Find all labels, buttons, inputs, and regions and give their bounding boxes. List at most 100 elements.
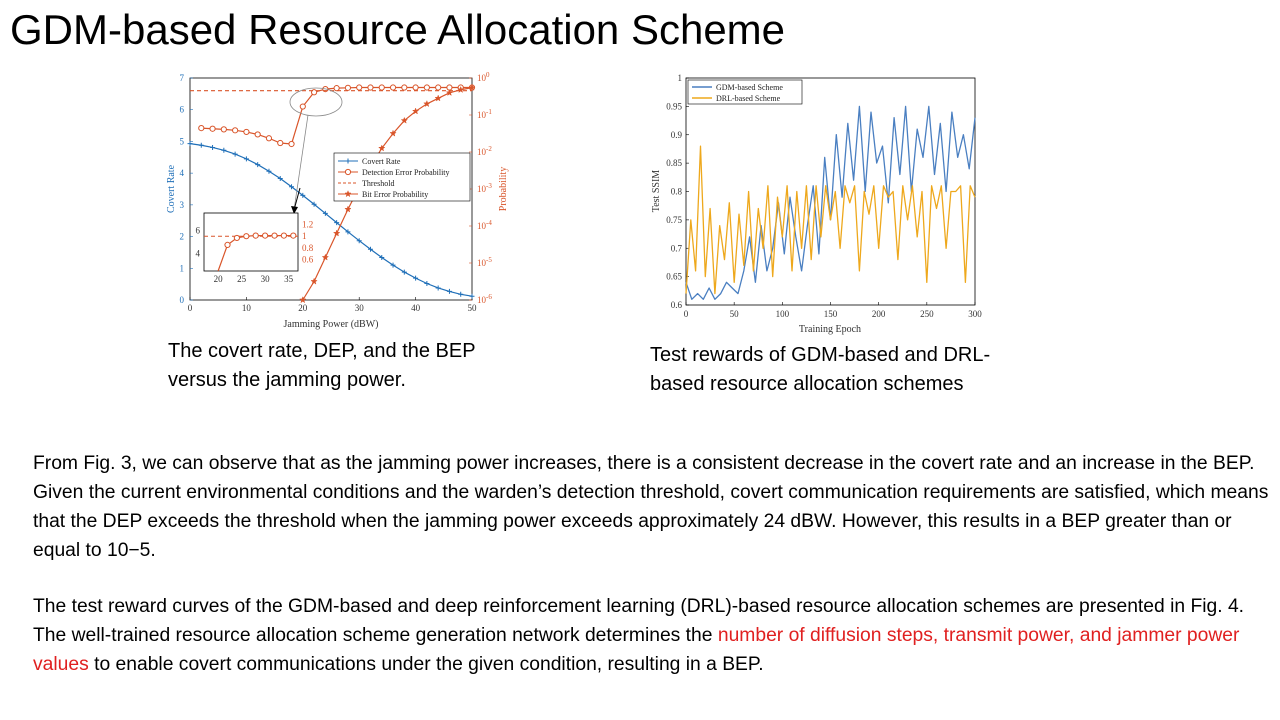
paragraph-fig4-text-start: The test reward curves of the GDM-based …: [33, 596, 1245, 646]
zoom-ellipse: [289, 87, 343, 117]
data-point: [412, 84, 419, 91]
data-point: [356, 238, 362, 244]
data-point: [321, 253, 330, 261]
data-point: [310, 277, 318, 285]
inset-data-point: [224, 241, 231, 248]
data-point: [468, 83, 476, 91]
data-point: [401, 84, 408, 91]
figure-caption-1: The covert rate, DEP, and the BEP versus…: [168, 340, 476, 391]
inset-x-tick-label: 25: [237, 274, 247, 284]
data-point: [389, 129, 397, 137]
data-point: [277, 139, 284, 147]
x-tick-label: 150: [824, 309, 838, 319]
inset-data-point: [262, 232, 269, 239]
legend-label-0: GDM-based Scheme: [716, 83, 783, 92]
x-tick-label: 100: [776, 309, 790, 319]
slide-title: GDM-based Resource Allocation Scheme: [10, 6, 786, 53]
data-point: [446, 288, 452, 294]
y-tick-label: 0.95: [666, 101, 682, 111]
y-left-tick-label: 3: [180, 200, 185, 210]
data-point: [232, 127, 239, 134]
data-point: [300, 192, 306, 198]
legend-marker-3: [344, 190, 352, 198]
y-axis-right-label: Probability: [498, 167, 509, 211]
zoom-pointer-line: [293, 114, 309, 211]
y-right-tick-label: 10-4: [477, 219, 492, 231]
data-point: [367, 246, 373, 252]
zoom-arrow: [293, 187, 301, 211]
x-tick-label: 300: [968, 309, 982, 319]
covert-rate-chart-svg: 0 10 20 30 40 50 0 1 2 3 4 5 6 7 10-6 10-5 10-4 10-3 10-2 1…: [166, 71, 509, 330]
y-left-tick-label: 5: [180, 136, 185, 146]
legend-label-0: Covert Rate: [362, 157, 401, 166]
data-point: [435, 285, 441, 291]
data-point: [277, 176, 283, 182]
data-point: [322, 210, 328, 216]
y-tick-label: 1: [678, 73, 683, 83]
data-point: [266, 168, 272, 174]
data-point: [243, 156, 249, 162]
data-point: [458, 291, 464, 297]
y-tick-label: 0.6: [671, 300, 683, 310]
inset-frame: [203, 212, 299, 272]
data-point: [411, 107, 420, 115]
inset-data-point: [252, 232, 259, 239]
inset-y-left-tick-label: 4: [196, 249, 201, 259]
data-point: [333, 85, 340, 92]
paragraph-fig3: From Fig. 3, we can observe that as the …: [33, 453, 1269, 561]
paragraph-fig4: The test reward curves of the GDM-based …: [33, 592, 1273, 679]
data-point: [413, 275, 419, 281]
x-tick-label: 250: [920, 309, 934, 319]
inset-y-right-tick-label: 0.8: [302, 243, 314, 253]
x-tick-label: 0: [684, 309, 689, 319]
data-point: [334, 220, 340, 226]
legend-marker-1: [344, 168, 352, 176]
data-point: [344, 84, 352, 91]
data-point: [209, 125, 216, 132]
data-point: [265, 135, 273, 142]
y-left-tick-label: 0: [180, 295, 185, 305]
data-point: [187, 141, 193, 147]
series-line-3: [302, 87, 473, 301]
legend-box: [687, 79, 803, 105]
paragraph-fig4-text-end: to enable covert communications under th…: [88, 654, 764, 675]
legend-label-1: Detection Error Probability: [362, 168, 450, 177]
data-point: [198, 125, 205, 132]
test-ssim-chart: 0 50 100 150 200 250 300 0.6 0.65 0.7 0.75 0.8 0.85 0…: [645, 70, 990, 340]
data-point: [311, 201, 317, 207]
y-tick-label: 0.65: [666, 272, 682, 282]
data-point: [232, 151, 238, 157]
inset-x-tick-label: 30: [261, 274, 271, 284]
data-point: [344, 205, 352, 213]
y-right-tick-label: 10-1: [477, 108, 492, 120]
inset-y-right-tick-label: 1.2: [302, 220, 313, 230]
y-right-tick-label: 10-6: [477, 293, 492, 305]
covert-rate-chart: 0 10 20 30 40 50 0 1 2 3 4 5 6 7 10-6 10-5 10-4 10-3 10-2 1…: [160, 68, 520, 338]
y-tick-label: 0.75: [666, 215, 682, 225]
inset-data-point: [271, 232, 278, 239]
x-tick-label: 20: [298, 303, 308, 313]
data-point: [356, 84, 363, 91]
data-point: [456, 85, 465, 94]
inset-x-tick-label: 20: [214, 274, 224, 284]
data-point: [288, 140, 295, 148]
data-point: [469, 293, 475, 299]
inset-y-right-tick-label: 0.6: [302, 254, 314, 264]
zoom-arrowhead: [291, 206, 298, 214]
x-tick-label: 30: [355, 303, 365, 313]
y-axis-label: Test SSIM: [651, 170, 662, 212]
data-point: [221, 147, 227, 153]
legend-marker-0: [345, 158, 351, 164]
legend-label-2: Threshold: [362, 179, 394, 188]
x-tick-label: 0: [188, 303, 193, 313]
x-tick-label: 50: [468, 303, 478, 313]
y-right-tick-label: 10-5: [477, 256, 492, 268]
legend-label-3: Bit Error Probability: [362, 190, 428, 199]
test-ssim-chart-svg: 0 50 100 150 200 250 300 0.6 0.65 0.7 0.75 0.8 0.85 0…: [651, 73, 982, 335]
data-point: [332, 229, 341, 237]
data-point: [390, 262, 396, 268]
data-point: [435, 84, 442, 91]
y-right-tick-label: 100: [477, 71, 490, 83]
inset-x-tick-label: 35: [284, 274, 294, 284]
y-left-tick-label: 1: [180, 263, 185, 273]
